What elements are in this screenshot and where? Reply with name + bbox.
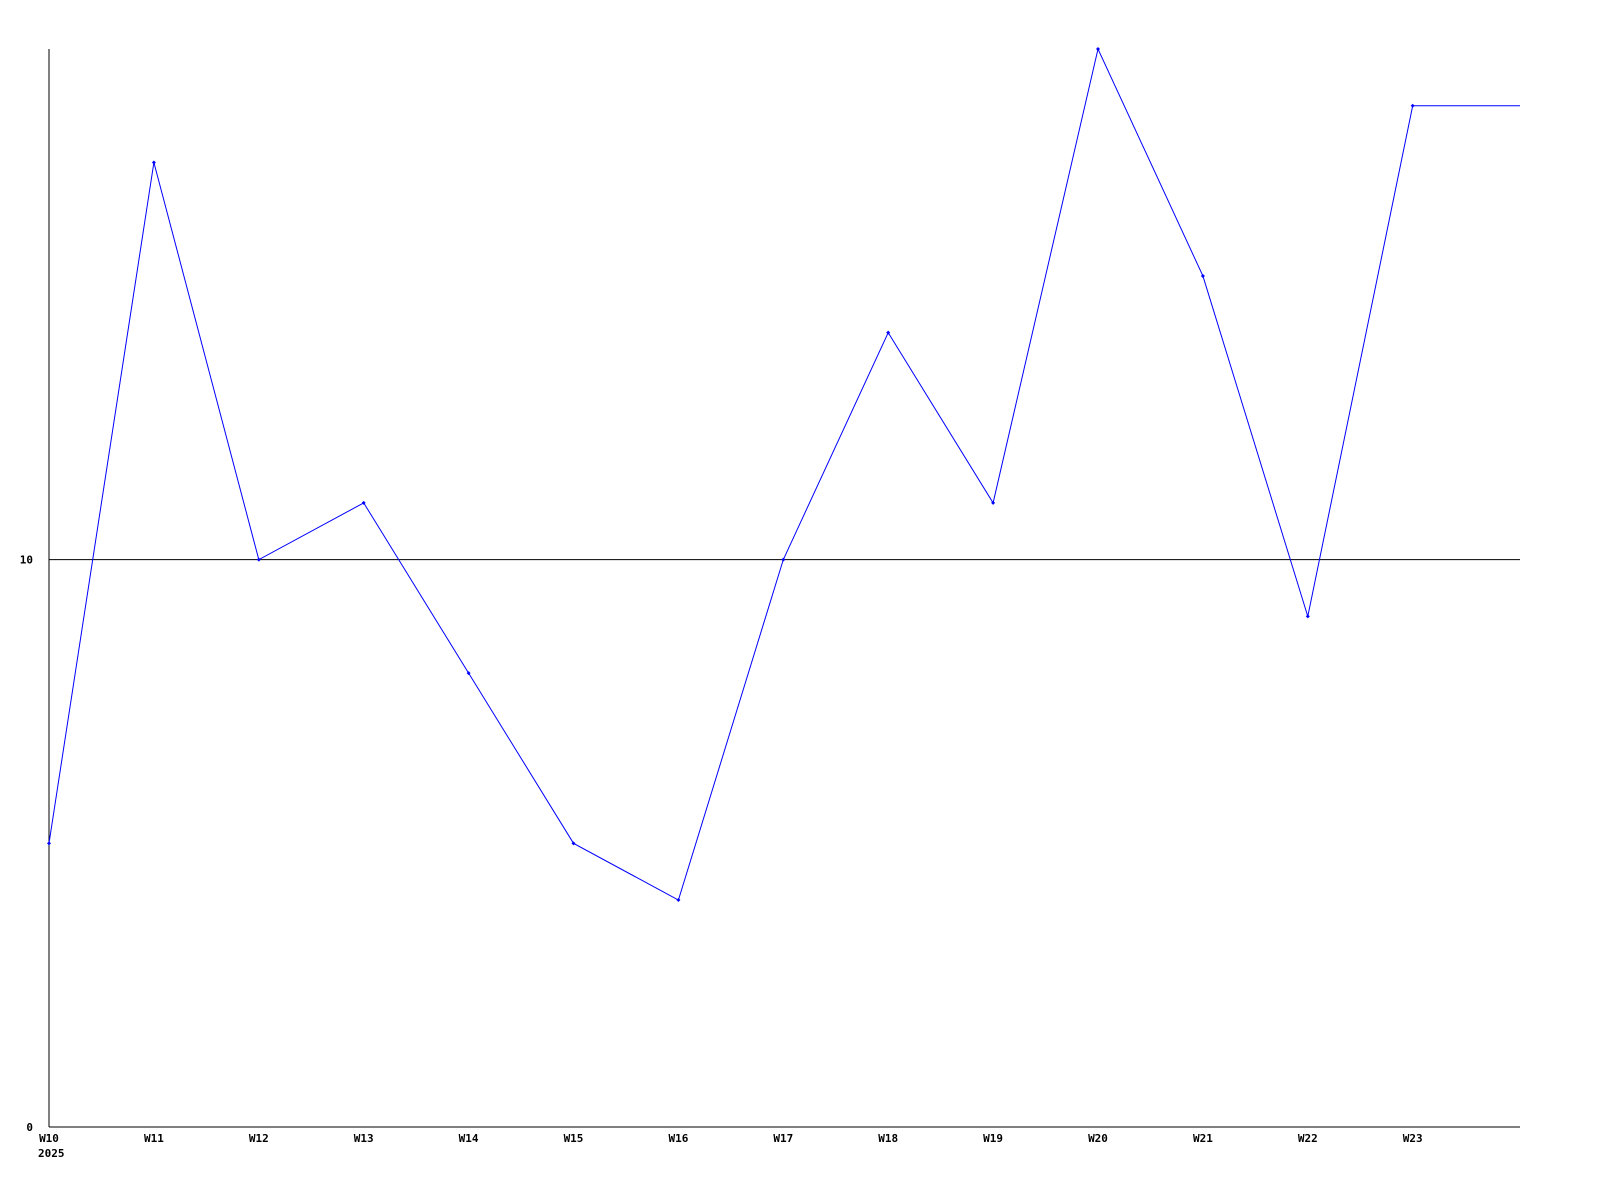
data-point xyxy=(676,898,681,903)
data-point xyxy=(1410,103,1415,108)
data-point xyxy=(361,500,366,505)
x-tick-label: W16 xyxy=(668,1132,688,1145)
data-point xyxy=(571,841,576,846)
x-tick-label: W13 xyxy=(354,1132,374,1145)
data-point xyxy=(256,557,261,562)
data-point xyxy=(151,160,156,165)
x-tick-label: W23 xyxy=(1403,1132,1423,1145)
data-point xyxy=(991,500,996,505)
data-point xyxy=(886,330,891,335)
data-point xyxy=(1305,614,1310,619)
x-tick-label: W11 xyxy=(144,1132,164,1145)
series-line xyxy=(48,47,1520,901)
x-tick-label: W19 xyxy=(983,1132,1003,1145)
x-tick-label: W17 xyxy=(773,1132,793,1145)
y-tick-label: 10 xyxy=(20,554,33,567)
data-point xyxy=(47,841,51,846)
x-tick-label: W12 xyxy=(249,1132,269,1145)
data-point xyxy=(1096,47,1100,51)
x-tick-label: W15 xyxy=(564,1132,584,1145)
y-tick-label: 0 xyxy=(26,1121,33,1134)
x-tick-label: W18 xyxy=(878,1132,898,1145)
x-tick-label: W20 xyxy=(1088,1132,1108,1145)
x-tick-label: W21 xyxy=(1193,1132,1213,1145)
data-point xyxy=(466,671,471,676)
data-point xyxy=(1200,273,1205,278)
x-year-label: 2025 xyxy=(38,1147,65,1160)
x-tick-label: W22 xyxy=(1298,1132,1318,1145)
data-point xyxy=(781,557,786,562)
x-tick-label: W10 xyxy=(39,1132,59,1145)
x-tick-label: W14 xyxy=(459,1132,479,1145)
